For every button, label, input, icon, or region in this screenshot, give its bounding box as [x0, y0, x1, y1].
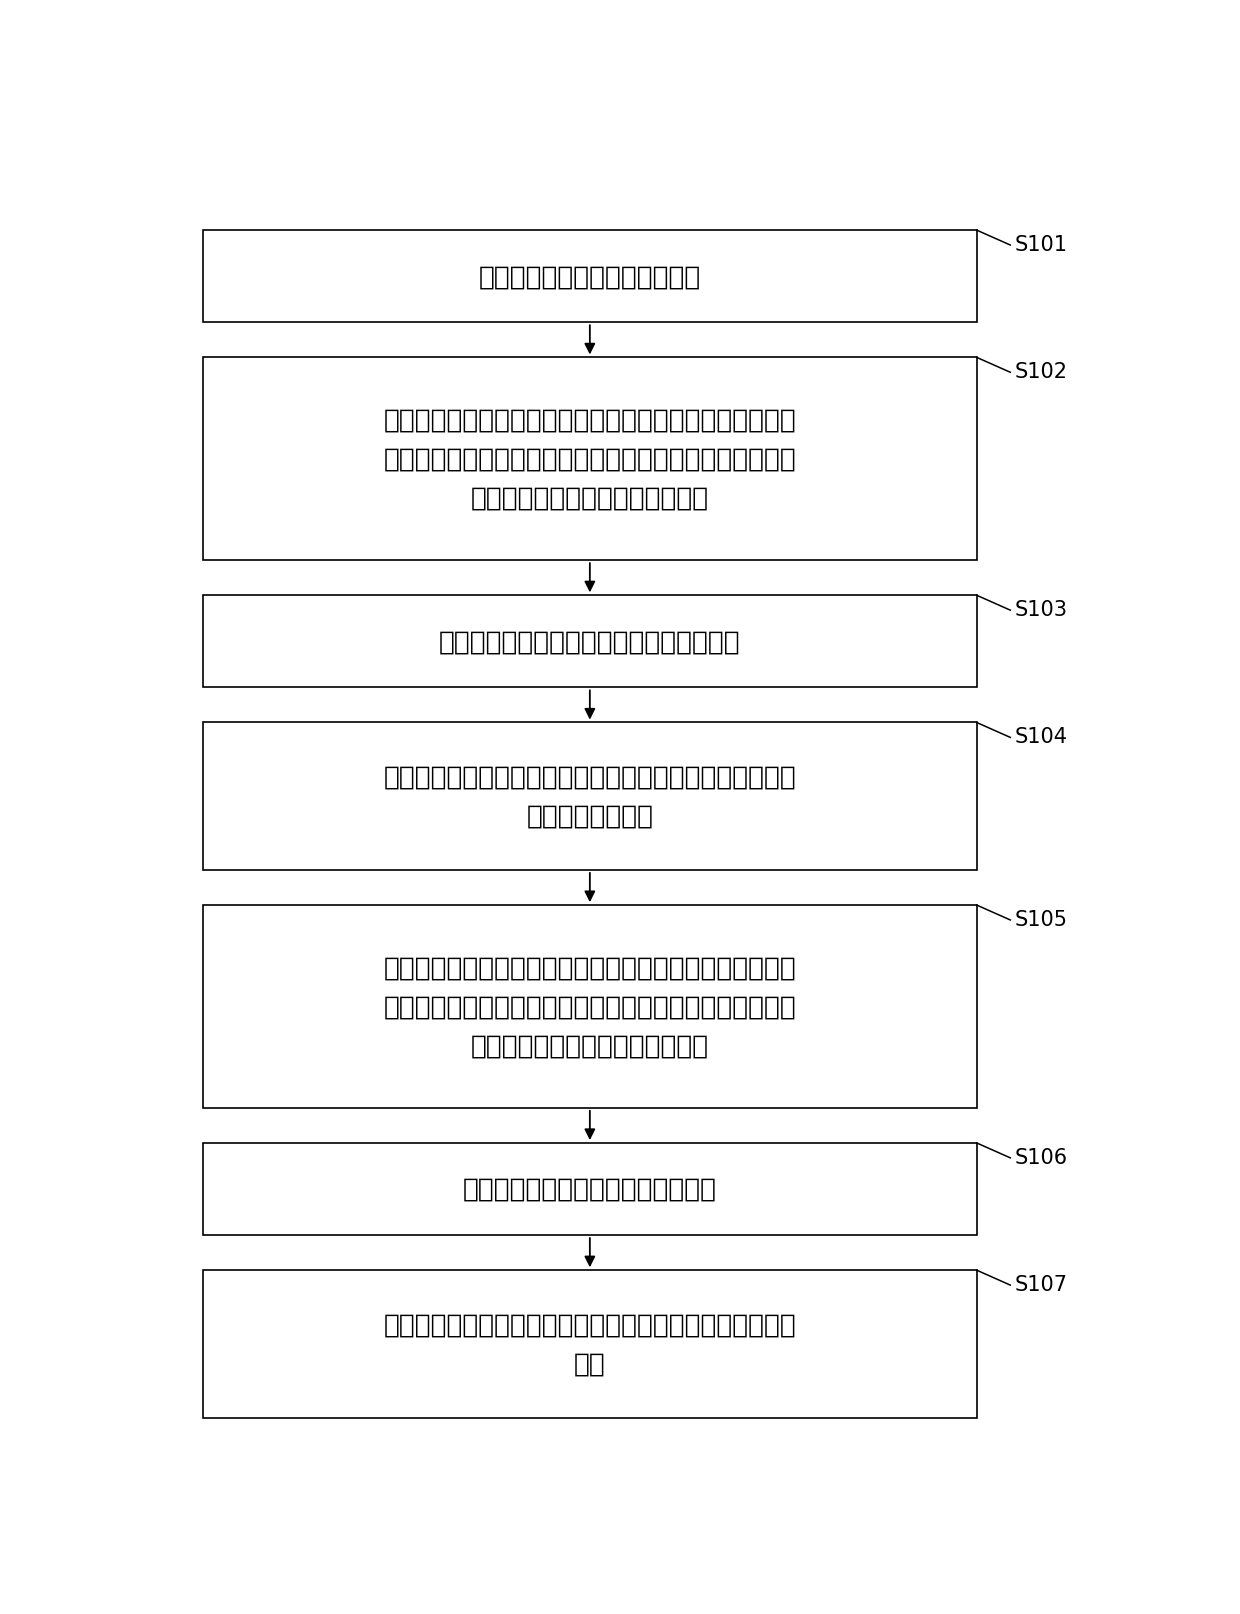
Text: S105: S105 [1016, 909, 1068, 930]
Text: 在所述半导体衬底的背面形成所述绝缘栅双极晶体管的背面
结构: 在所述半导体衬底的背面形成所述绝缘栅双极晶体管的背面 结构 [383, 1312, 796, 1377]
Bar [203, 358, 977, 560]
Text: S104: S104 [1016, 726, 1068, 747]
Text: 通过所述沟槽向所述半导体衬底注入第一掺杂类型的粒子，
在所述阱区背离所述栅极一侧形成载流子浓度大于所述半导
体衬底载流子浓度的载流子存储层: 通过所述沟槽向所述半导体衬底注入第一掺杂类型的粒子， 在所述阱区背离所述栅极一侧… [383, 955, 796, 1059]
Bar [203, 596, 977, 688]
Text: S103: S103 [1016, 599, 1068, 620]
Bar [203, 231, 977, 323]
Text: 在所述阱区表面形成第一掺杂类型的发射区: 在所述阱区表面形成第一掺杂类型的发射区 [439, 629, 740, 655]
Text: 提供第一掺杂类型的半导体衬底: 提供第一掺杂类型的半导体衬底 [479, 265, 701, 291]
Bar [203, 1270, 977, 1417]
Bar [203, 1143, 977, 1235]
Text: S102: S102 [1016, 362, 1068, 383]
Text: 形成所述绝缘栅双极晶体管的发射极: 形成所述绝缘栅双极晶体管的发射极 [463, 1177, 717, 1202]
Text: S106: S106 [1016, 1148, 1068, 1167]
Bar [203, 723, 977, 870]
Text: S101: S101 [1016, 234, 1068, 255]
Bar [203, 905, 977, 1109]
Text: S107: S107 [1016, 1273, 1068, 1294]
Text: 对所述发射区进行刻蚀，在所述发射区内形成沟槽，所述沟
槽贯穿所述发射区: 对所述发射区进行刻蚀，在所述发射区内形成沟槽，所述沟 槽贯穿所述发射区 [383, 765, 796, 830]
Text: 在所述半导体衬底的正面内部形成第二掺杂类型的阱区，并
在所述半导体衬底的正面形成所述绝缘栅双极晶体管的栅极
，所述栅极覆盖所述阱区部分表面: 在所述半导体衬底的正面内部形成第二掺杂类型的阱区，并 在所述半导体衬底的正面形成… [383, 407, 796, 512]
